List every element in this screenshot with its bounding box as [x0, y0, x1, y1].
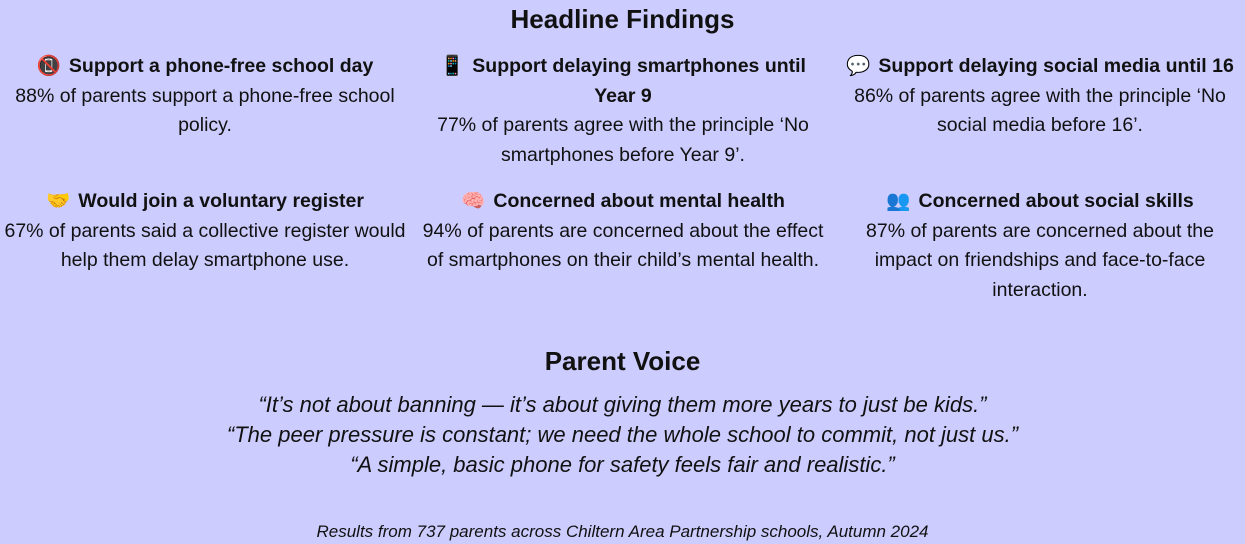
finding-title: Support a phone-free school day [68, 55, 374, 77]
finding-title: Support delaying social media until 16 [878, 55, 1234, 77]
parent-voice-title: Parent Voice [544, 346, 701, 376]
finding-title: Would join a voluntary register [78, 190, 364, 212]
footnote: Results from 737 parents across Chiltern… [316, 522, 929, 541]
finding-text: 77% of parents agree with the principle … [437, 114, 809, 166]
parent-quotes: “It’s not about banning — it’s about giv… [0, 390, 1245, 480]
mobile-phone-icon: 📱 [440, 55, 465, 77]
handshake-icon: 🤝 [46, 190, 71, 212]
finding-mental-health: 🧠 Concerned about mental health 94% of pa… [418, 187, 828, 276]
quote: “It’s not about banning — it’s about giv… [258, 392, 987, 417]
no-mobile-phones-icon: 📵 [36, 55, 61, 77]
finding-text: 94% of parents are concerned about the e… [422, 219, 824, 272]
brain-icon: 🧠 [461, 190, 486, 212]
speech-bubble-icon: 💬 [846, 55, 871, 77]
finding-text: 86% of parents agree with the principle … [854, 84, 1226, 137]
finding-title: Concerned about mental health [493, 190, 785, 212]
finding-title: Concerned about social skills [918, 190, 1194, 212]
people-icon: 👥 [886, 190, 911, 212]
headline-findings-title: Headline Findings [510, 4, 735, 34]
finding-social-skills: 👥 Concerned about social skills 87% of pa… [835, 187, 1245, 305]
finding-text: 88% of parents support a phone-free scho… [15, 84, 395, 137]
finding-phone-free: 📵 Support a phone-free school day 88% of … [0, 52, 410, 141]
finding-text: 67% of parents said a collective registe… [4, 219, 406, 272]
finding-voluntary-register: 🤝 Would join a voluntary register 67% of … [0, 187, 410, 276]
finding-title: Support delaying smartphones until Year … [472, 55, 806, 107]
quote: “The peer pressure is constant; we need … [226, 422, 1019, 447]
finding-delay-smartphones: 📱 Support delaying smartphones until Year… [418, 52, 828, 170]
quote: “A simple, basic phone for safety feels … [350, 452, 895, 477]
finding-text: 87% of parents are concerned about the i… [866, 219, 1214, 301]
finding-delay-social-media: 💬 Support delaying social media until 16 … [835, 52, 1245, 141]
